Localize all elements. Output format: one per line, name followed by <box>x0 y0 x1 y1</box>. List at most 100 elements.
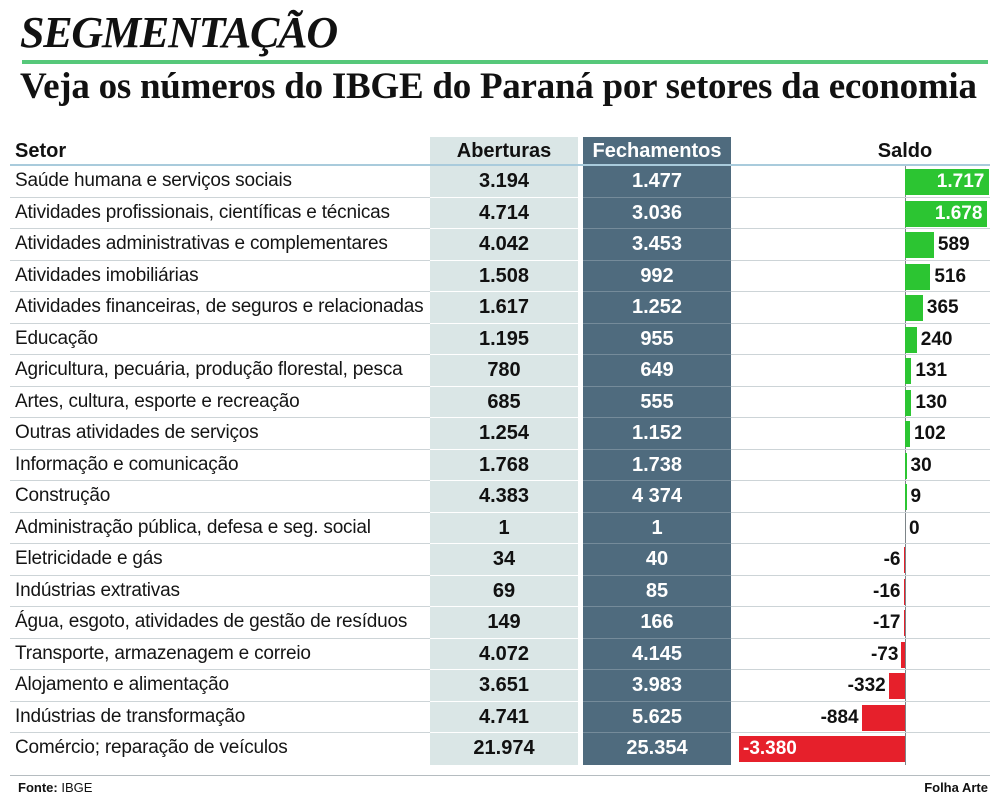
fechamentos-cell: 555 <box>583 387 731 418</box>
setor-cell: Agricultura, pecuária, produção floresta… <box>10 355 430 387</box>
fechamentos-column-background <box>583 137 731 765</box>
saldo-bar-positive <box>905 232 934 258</box>
saldo-cell: 240 <box>731 324 990 355</box>
column-header-fechamentos: Fechamentos <box>592 140 722 162</box>
saldo-bar-positive <box>905 263 931 290</box>
column-header-setor: Setor <box>15 140 67 162</box>
saldo-label: 102 <box>914 423 946 444</box>
saldo-bar-negative <box>888 673 905 699</box>
saldo-label: 130 <box>915 391 948 413</box>
fechamentos-cell: 166 <box>583 607 731 639</box>
setor-cell: Indústrias de transformação <box>10 702 430 733</box>
setor-cell: Alojamento e alimentação <box>10 670 430 702</box>
aberturas-cell: 1.195 <box>430 324 578 355</box>
saldo-cell: 0 <box>731 513 990 544</box>
saldo-cell: 102 <box>731 418 990 450</box>
saldo-bar-positive <box>905 389 912 416</box>
saldo-label: -6 <box>883 549 901 570</box>
saldo-cell: 516 <box>731 261 990 292</box>
aberturas-cell: 21.974 <box>473 737 535 759</box>
footer-rule <box>10 775 990 776</box>
fechamentos-cell: 85 <box>583 576 731 607</box>
aberturas-cell: 4.741 <box>430 702 578 733</box>
saldo-bar-positive <box>905 452 907 479</box>
aberturas-cell: 1.768 <box>430 450 578 481</box>
saldo-label: 131 <box>915 360 948 381</box>
header-rule <box>10 164 990 166</box>
fechamentos-cell: 1.738 <box>583 450 731 481</box>
saldo-cell: -332 <box>731 670 990 702</box>
source-value: IBGE <box>61 780 93 795</box>
saldo-bar-negative <box>903 578 905 605</box>
table-row: Água, esgoto, atividades de gestão de re… <box>0 607 1006 639</box>
fechamentos-cell: 3.453 <box>583 229 731 261</box>
saldo-label: 0 <box>909 517 920 539</box>
setor-cell: Administração pública, defesa e seg. soc… <box>10 513 430 544</box>
fechamentos-cell: 955 <box>583 324 731 355</box>
setor-cell: Construção <box>10 481 430 513</box>
saldo-bar-positive <box>905 169 990 195</box>
saldo-cell: 1.717 <box>731 166 990 198</box>
title-rule <box>22 60 988 64</box>
saldo-cell: -17 <box>731 607 990 639</box>
table-row: Atividades profissionais, científicas e … <box>0 198 1006 229</box>
table-row: Indústrias de transformação 4.741 5.625 -88… <box>0 702 1006 733</box>
saldo-cell: 1.678 <box>731 198 990 229</box>
setor-cell: Água, esgoto, atividades de gestão de re… <box>10 607 430 639</box>
setor-cell: Atividades profissionais, científicas e … <box>10 198 430 229</box>
saldo-label: 516 <box>934 265 967 287</box>
setor-cell: Eletricidade e gás <box>10 544 430 576</box>
saldo-label: -73 <box>870 643 899 665</box>
aberturas-cell: 3.194 <box>430 166 578 198</box>
fechamentos-cell: 25.354 <box>626 737 688 759</box>
column-header-aberturas: Aberturas <box>456 140 552 162</box>
setor-cell: Saúde humana e serviços sociais <box>10 166 430 198</box>
aberturas-cell: 1.254 <box>430 418 578 450</box>
fechamentos-cell: 1.477 <box>583 166 731 198</box>
table-row: Atividades administrativas e complementa… <box>0 229 1006 261</box>
fechamentos-cell: 40 <box>583 544 731 576</box>
saldo-cell: -73 <box>731 639 990 670</box>
setor-cell: Indústrias extrativas <box>10 576 430 607</box>
table-row: Alojamento e alimentação 3.651 3.983 -332 <box>0 670 1006 702</box>
saldo-cell: -884 <box>731 702 990 733</box>
table-row: Atividades financeiras, de seguros e rel… <box>0 292 1006 324</box>
saldo-bar-positive <box>905 326 917 353</box>
aberturas-cell: 4.714 <box>430 198 578 229</box>
saldo-cell: -6 <box>731 544 990 576</box>
aberturas-cell: 685 <box>430 387 578 418</box>
table-body: Saúde humana e serviços sociais 3.194 1.47… <box>0 166 1006 765</box>
fechamentos-cell: 4 374 <box>583 481 731 513</box>
saldo-bar-negative <box>903 610 905 636</box>
saldo-cell: 589 <box>731 229 990 261</box>
table-row: Eletricidade e gás 34 40 -6 <box>0 544 1006 576</box>
saldo-cell: 365 <box>731 292 990 324</box>
aberturas-cell: 1.508 <box>430 261 578 292</box>
fechamentos-cell: 1 <box>583 513 731 544</box>
aberturas-cell: 4.042 <box>430 229 578 261</box>
setor-cell: Atividades financeiras, de seguros e rel… <box>10 292 430 324</box>
table-row: Administração pública, defesa e seg. soc… <box>0 513 1006 544</box>
saldo-label: -332 <box>847 675 886 696</box>
table-row: Saúde humana e serviços sociais 3.194 1.47… <box>0 166 1006 198</box>
saldo-cell: 130 <box>731 387 990 418</box>
aberturas-cell: 4.072 <box>430 639 578 670</box>
aberturas-column-background <box>430 137 578 765</box>
saldo-bar-negative <box>903 547 905 573</box>
saldo-label: -16 <box>873 580 901 602</box>
table-row: Informação e comunicação 1.768 1.738 30 <box>0 450 1006 481</box>
saldo-label: -3.380 <box>743 738 797 759</box>
credit: Folha Arte <box>924 780 988 795</box>
fechamentos-cell: 649 <box>583 355 731 387</box>
aberturas-cell: 4.383 <box>430 481 578 513</box>
saldo-cell: 131 <box>731 355 990 387</box>
setor-cell: Atividades imobiliárias <box>10 261 430 292</box>
saldo-label: 365 <box>926 297 959 318</box>
setor-cell: Outras atividades de serviços <box>10 418 430 450</box>
saldo-label: 1.678 <box>934 202 983 224</box>
saldo-bar-negative <box>901 641 905 668</box>
aberturas-cell: 3.651 <box>430 670 578 702</box>
saldo-label: -17 <box>873 612 901 633</box>
aberturas-cell: 69 <box>430 576 578 607</box>
fechamentos-cell: 1.252 <box>583 292 731 324</box>
